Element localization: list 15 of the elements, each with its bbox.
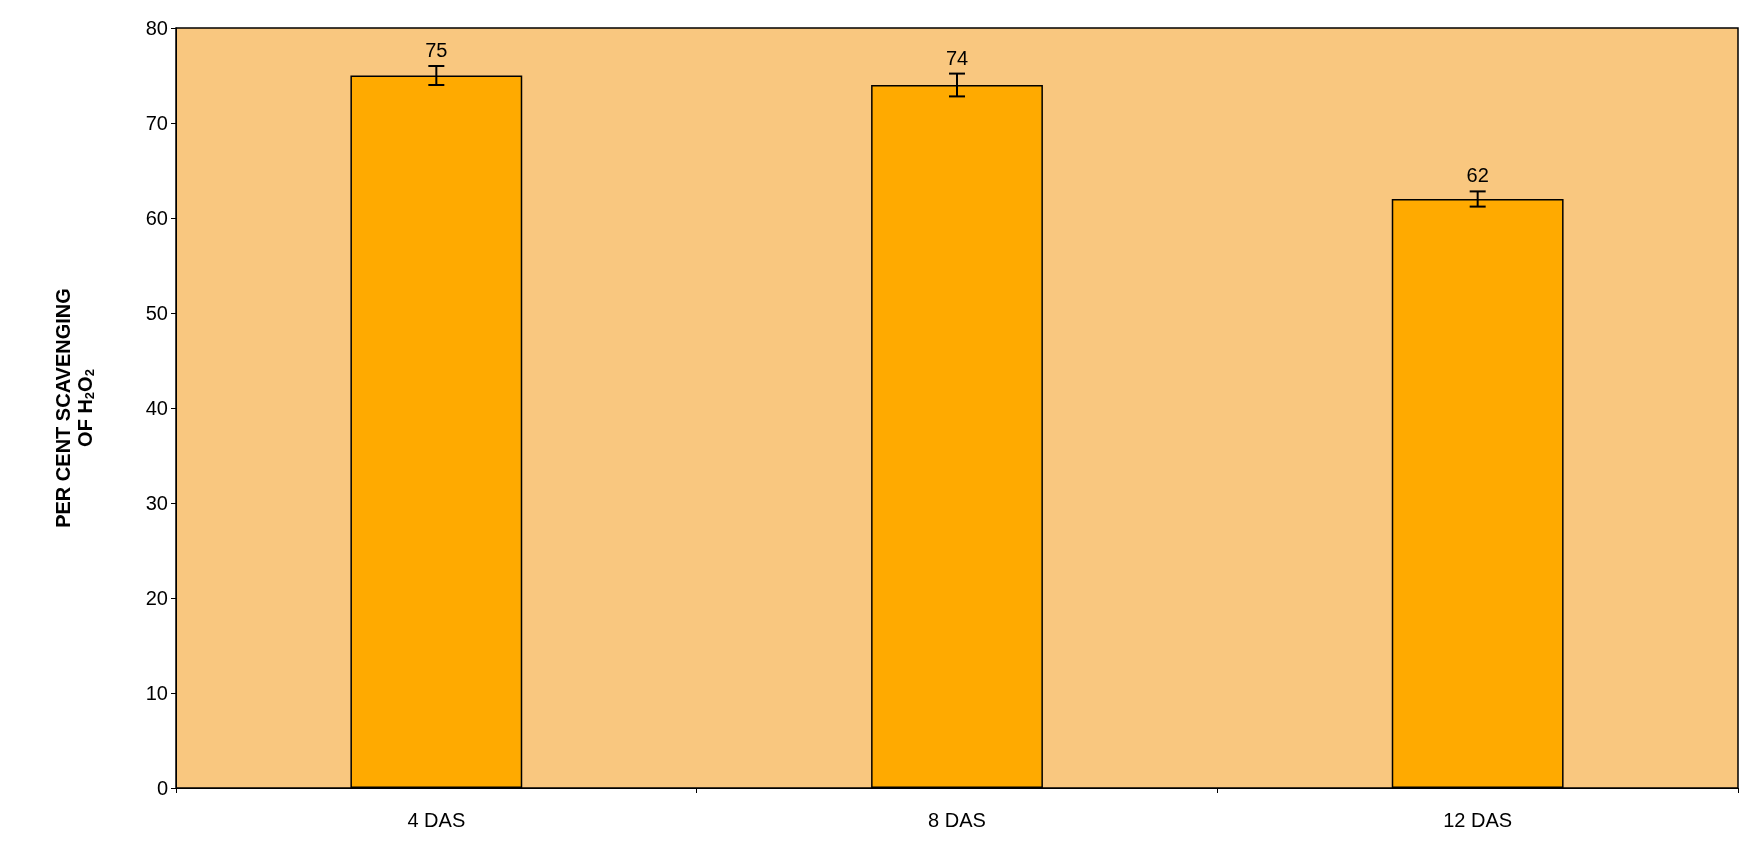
- y-tick-label: 60: [145, 207, 168, 229]
- data-label: 75: [425, 39, 448, 61]
- x-tick-label: 8 DAS: [928, 809, 986, 831]
- y-tick-label: 30: [145, 492, 168, 514]
- data-label: 74: [945, 46, 969, 69]
- y-tick-label: 40: [145, 397, 168, 419]
- y-tick-label: 70: [145, 112, 168, 134]
- x-tick-label: 12 DAS: [1443, 809, 1513, 831]
- data-label: 62: [1466, 164, 1489, 187]
- y-tick-label: 20: [145, 587, 168, 609]
- y-tick-label: 0: [156, 777, 168, 799]
- y-tick-label: 50: [145, 302, 168, 324]
- x-tick-label: 4 DAS: [407, 809, 466, 831]
- y-tick-label: 10: [145, 682, 168, 704]
- y-tick-label: 80: [145, 17, 168, 39]
